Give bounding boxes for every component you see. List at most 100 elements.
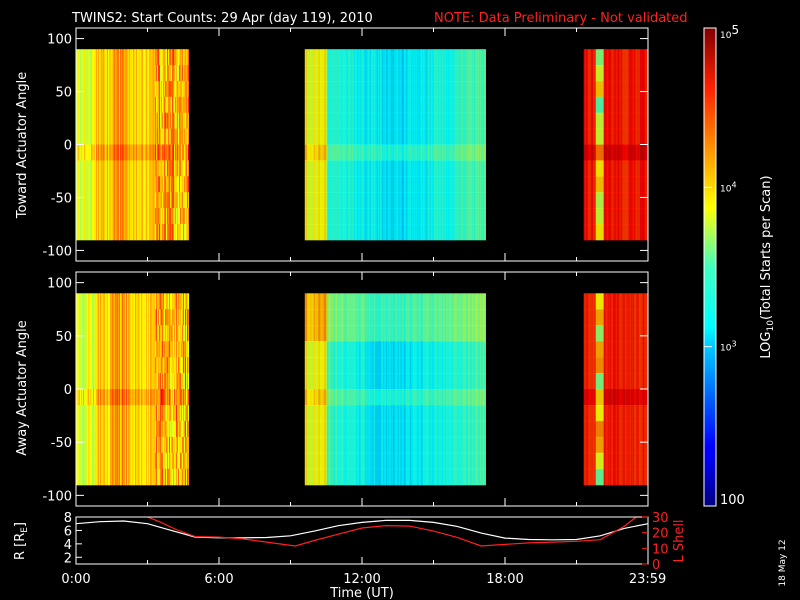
heatmap-cell bbox=[82, 223, 84, 241]
heatmap-cell bbox=[181, 176, 183, 193]
heatmap-cell bbox=[626, 176, 628, 193]
heatmap-cell bbox=[81, 223, 83, 241]
heatmap-cell bbox=[583, 223, 585, 241]
heatmap-cell bbox=[114, 293, 116, 310]
heatmap-cell bbox=[481, 160, 483, 177]
heatmap-cell bbox=[135, 160, 137, 177]
heatmap-cell bbox=[478, 81, 480, 98]
heatmap-cell bbox=[133, 144, 135, 161]
heatmap-cell bbox=[98, 373, 100, 390]
heatmap-cell bbox=[369, 176, 371, 193]
heatmap-cell bbox=[102, 357, 104, 374]
heatmap-cell bbox=[421, 112, 423, 130]
heatmap-cell bbox=[371, 144, 373, 161]
heatmap-cell bbox=[138, 176, 140, 193]
heatmap-cell bbox=[188, 208, 190, 225]
heatmap-cell bbox=[413, 192, 415, 209]
heatmap-cell bbox=[80, 81, 82, 98]
heatmap-cell bbox=[90, 160, 92, 177]
heatmap-cell bbox=[376, 192, 378, 209]
heatmap-cell bbox=[618, 176, 620, 193]
heatmap-cell bbox=[583, 112, 585, 130]
heatmap-cell bbox=[122, 373, 124, 390]
heatmap-cell bbox=[137, 160, 139, 177]
heatmap-cell bbox=[114, 81, 116, 98]
heatmap-cell bbox=[124, 96, 126, 114]
heatmap-cell bbox=[132, 160, 134, 177]
heatmap-cell bbox=[389, 65, 391, 82]
heatmap-cell bbox=[404, 223, 406, 241]
heatmap-cell bbox=[93, 144, 95, 161]
heatmap-cell bbox=[392, 112, 394, 130]
heatmap-cell bbox=[83, 128, 85, 145]
heatmap-cell bbox=[125, 293, 127, 310]
heatmap-cell bbox=[462, 81, 464, 98]
heatmap-cell bbox=[153, 160, 155, 177]
heatmap-cell bbox=[468, 96, 470, 114]
heatmap-cell bbox=[417, 192, 419, 209]
heatmap-cell bbox=[117, 112, 119, 130]
heatmap-cell bbox=[117, 223, 119, 241]
heatmap-cell bbox=[138, 128, 140, 145]
heatmap-cell bbox=[110, 293, 112, 310]
heatmap-cell bbox=[347, 128, 349, 145]
heatmap-cell bbox=[414, 192, 416, 209]
heatmap-cell bbox=[434, 176, 436, 193]
heatmap-cell bbox=[129, 373, 131, 390]
heatmap-cell bbox=[467, 192, 469, 209]
heatmap-cell bbox=[388, 160, 390, 177]
heatmap-cell bbox=[623, 112, 625, 130]
heatmap-cell bbox=[588, 112, 590, 130]
heatmap-cell bbox=[368, 112, 370, 130]
heatmap-cell bbox=[344, 112, 346, 130]
heatmap-cell bbox=[185, 208, 187, 225]
heatmap-cell bbox=[161, 49, 163, 66]
heatmap-cell bbox=[103, 176, 105, 193]
heatmap-cell bbox=[636, 160, 638, 177]
heatmap-cell bbox=[404, 128, 406, 145]
heatmap-cell bbox=[98, 176, 100, 193]
heatmap-cell bbox=[94, 208, 96, 225]
heatmap-cell bbox=[463, 192, 465, 209]
heatmap-cell bbox=[624, 112, 626, 130]
heatmap-cell bbox=[89, 96, 91, 114]
heatmap-cell bbox=[379, 160, 381, 177]
heatmap-cell bbox=[455, 49, 457, 66]
heatmap-cell bbox=[84, 49, 86, 66]
heatmap-cell bbox=[117, 176, 119, 193]
heatmap-cell bbox=[601, 112, 603, 130]
heatmap-cell bbox=[596, 176, 598, 193]
heatmap-cell bbox=[412, 96, 414, 114]
heatmap-cell bbox=[602, 223, 604, 241]
heatmap-cell bbox=[610, 81, 612, 98]
heatmap-cell bbox=[605, 144, 607, 161]
heatmap-cell bbox=[437, 112, 439, 130]
heatmap-cell bbox=[430, 223, 432, 241]
heatmap-cell bbox=[634, 176, 636, 193]
heatmap-cell bbox=[617, 65, 619, 82]
heatmap-cell bbox=[128, 420, 130, 438]
heatmap-cell bbox=[385, 192, 387, 209]
heatmap-cell bbox=[118, 160, 120, 177]
heatmap-cell bbox=[414, 160, 416, 177]
heatmap-cell bbox=[162, 223, 164, 241]
heatmap-cell bbox=[349, 65, 351, 82]
heatmap-cell bbox=[77, 405, 79, 422]
heatmap-cell bbox=[455, 160, 457, 177]
heatmap-cell bbox=[117, 436, 119, 454]
heatmap-cell bbox=[475, 81, 477, 98]
heatmap-cell bbox=[396, 208, 398, 225]
heatmap-cell bbox=[339, 112, 341, 130]
heatmap-cell bbox=[628, 176, 630, 193]
heatmap-cell bbox=[114, 420, 116, 438]
heatmap-cell bbox=[333, 49, 335, 66]
heatmap-cell bbox=[337, 128, 339, 145]
heatmap-cell bbox=[110, 81, 112, 98]
heatmap-cell bbox=[94, 325, 96, 342]
heatmap-cell bbox=[103, 325, 105, 342]
heatmap-cell bbox=[115, 389, 117, 406]
heatmap-cell bbox=[175, 96, 177, 114]
heatmap-cell bbox=[317, 160, 319, 177]
heatmap-cell bbox=[160, 160, 162, 177]
heatmap-cell bbox=[436, 112, 438, 130]
